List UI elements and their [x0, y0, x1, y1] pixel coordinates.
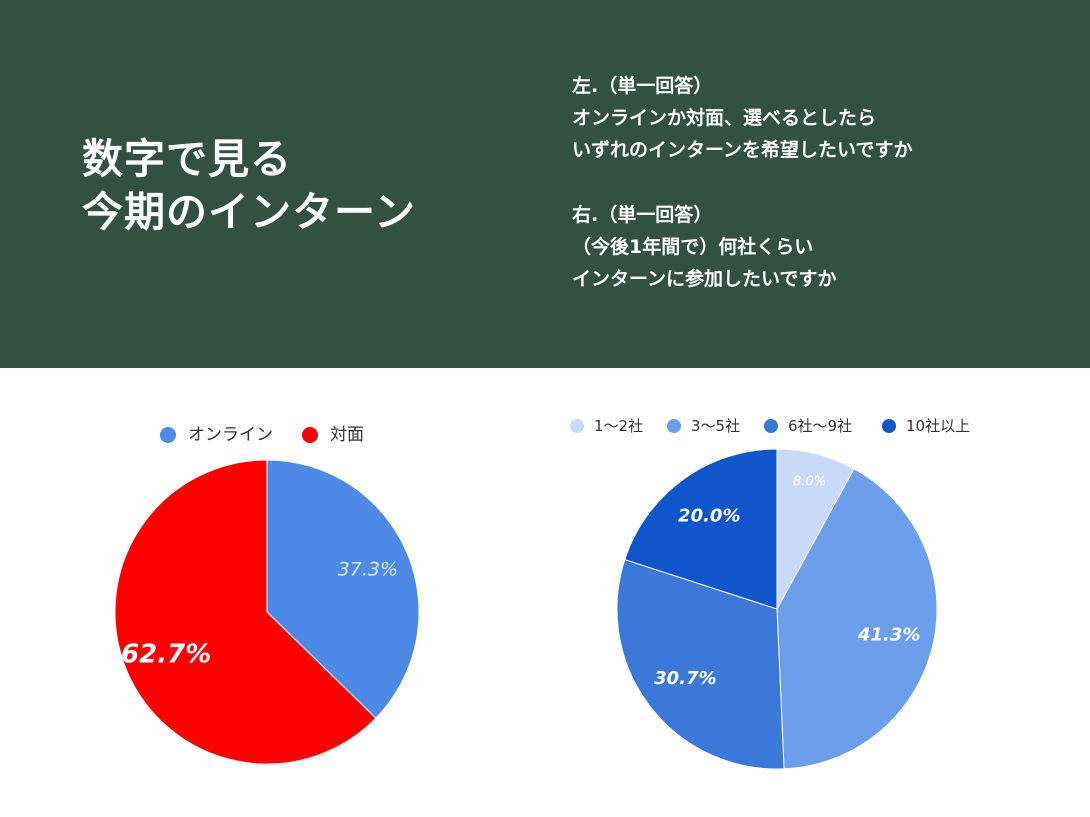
right-question-line-3: インターンに参加したいですか: [572, 268, 837, 290]
legend-marker-2-4: [882, 419, 896, 433]
legend-1: オンライン 対面: [160, 425, 364, 445]
right-question-line-1: 右.（単一回答）: [572, 204, 713, 226]
right-question-line-2: （今後1年間で）何社くらい: [572, 236, 814, 258]
slice-label-2-1: 8.0%: [793, 474, 826, 489]
pie-slice-2-3: [616, 558, 785, 770]
legend-label-2-1: 1〜2社: [594, 417, 643, 435]
legend-2: 1〜2社 3〜5社 6社〜9社 10社以上: [570, 417, 970, 435]
header-banner: 数字で見る 今期のインターン 左.（単一回答） オンラインか対面、選べるとしたら…: [0, 0, 1090, 368]
left-question: 左.（単一回答） オンラインか対面、選べるとしたら いずれのインターンを希望した…: [572, 70, 912, 166]
pie-chart-1: 37.3% 62.7%: [114, 459, 420, 765]
pie-chart-2: 8.0% 41.3% 30.7% 20.0%: [616, 448, 938, 770]
pie-slice-2-2: [776, 468, 938, 770]
legend-marker-2-3: [764, 419, 778, 433]
slice-label-2-4: 20.0%: [678, 505, 740, 526]
title-line-2: 今期のインターン: [82, 188, 416, 236]
legend-label-1-2: 対面: [330, 425, 364, 445]
legend-marker-1-2: [302, 427, 318, 443]
legend-label-2-4: 10社以上: [906, 417, 970, 435]
slice-label-2-2: 41.3%: [857, 625, 920, 646]
slice-label-2-3: 30.7%: [654, 668, 716, 689]
slice-label-1-1: 37.3%: [338, 558, 398, 580]
pie-slice-1-2: [114, 459, 377, 765]
legend-marker-1-1: [160, 427, 176, 443]
left-question-line-1: 左.（単一回答）: [572, 75, 713, 97]
legend-label-2-2: 3〜5社: [691, 417, 740, 435]
title-line-1: 数字で見る: [82, 135, 292, 183]
page-title: 数字で見る 今期のインターン: [82, 133, 416, 239]
pie-slice-2-4: [624, 448, 778, 610]
legend-marker-2-1: [570, 419, 584, 433]
legend-label-2-3: 6社〜9社: [788, 417, 852, 435]
legend-label-1-1: オンライン: [188, 425, 273, 445]
left-question-line-3: いずれのインターンを希望したいですか: [572, 139, 913, 161]
slice-label-1-2: 62.7%: [121, 640, 211, 670]
pie-slice-1-1: [266, 459, 420, 719]
legend-marker-2-2: [667, 419, 681, 433]
left-question-line-2: オンラインか対面、選べるとしたら: [572, 107, 877, 129]
right-question: 右.（単一回答） （今後1年間で）何社くらい インターンに参加したいですか: [572, 199, 836, 295]
